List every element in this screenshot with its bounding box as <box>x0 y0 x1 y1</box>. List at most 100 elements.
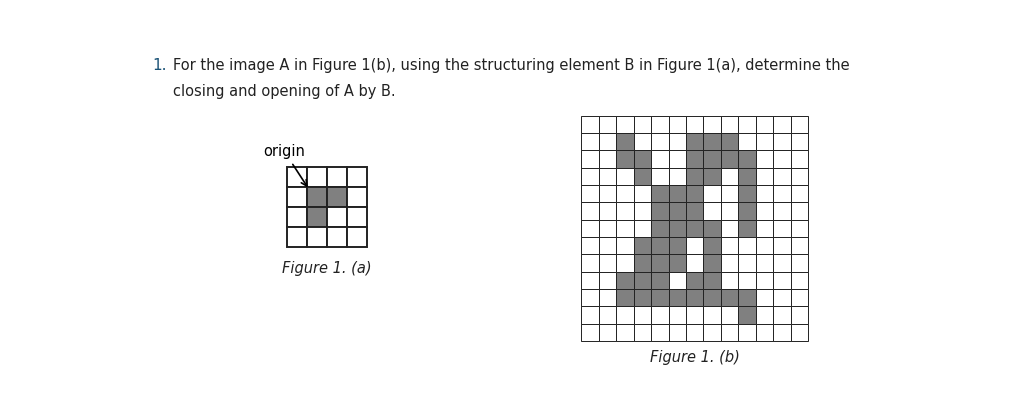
Bar <box>773 272 791 289</box>
Bar <box>791 324 808 341</box>
Bar <box>669 254 686 272</box>
Bar <box>582 306 599 324</box>
Bar <box>721 254 738 272</box>
Bar <box>703 151 721 168</box>
Bar <box>738 116 756 133</box>
Bar <box>773 133 791 151</box>
Bar <box>669 272 686 289</box>
Bar <box>669 289 686 306</box>
Bar <box>738 289 756 306</box>
Bar <box>616 168 634 185</box>
Bar <box>791 202 808 220</box>
Bar <box>599 289 616 306</box>
Bar <box>756 220 773 237</box>
Bar <box>703 289 721 306</box>
Bar <box>599 272 616 289</box>
Bar <box>703 168 721 185</box>
Bar <box>582 289 599 306</box>
Bar <box>328 167 347 187</box>
Bar <box>651 289 669 306</box>
Bar <box>738 237 756 254</box>
Bar <box>791 237 808 254</box>
Bar <box>703 185 721 202</box>
Bar <box>669 133 686 151</box>
Bar <box>791 168 808 185</box>
Bar <box>651 272 669 289</box>
Bar <box>773 220 791 237</box>
Bar <box>738 168 756 185</box>
Bar <box>773 168 791 185</box>
Bar <box>721 202 738 220</box>
Bar <box>599 237 616 254</box>
Bar <box>616 324 634 341</box>
Bar <box>599 324 616 341</box>
Bar <box>634 185 651 202</box>
Bar <box>634 116 651 133</box>
Bar <box>791 185 808 202</box>
Bar <box>616 289 634 306</box>
Text: closing and opening of A by B.: closing and opening of A by B. <box>173 84 395 99</box>
Bar <box>616 202 634 220</box>
Bar <box>738 220 756 237</box>
Bar <box>599 254 616 272</box>
Bar <box>756 289 773 306</box>
Bar <box>328 187 347 207</box>
Bar <box>616 272 634 289</box>
Bar <box>686 202 703 220</box>
Bar <box>773 151 791 168</box>
Bar <box>756 116 773 133</box>
Bar <box>686 220 703 237</box>
Bar <box>791 151 808 168</box>
Bar <box>307 167 328 187</box>
Bar <box>582 324 599 341</box>
Bar <box>721 237 738 254</box>
Bar <box>582 185 599 202</box>
Bar <box>756 133 773 151</box>
Bar <box>599 306 616 324</box>
Bar <box>756 254 773 272</box>
Bar <box>686 168 703 185</box>
Bar <box>686 254 703 272</box>
Bar <box>721 306 738 324</box>
Bar <box>634 254 651 272</box>
Bar <box>686 133 703 151</box>
Bar <box>773 237 791 254</box>
Bar <box>616 237 634 254</box>
Text: Figure 1. (b): Figure 1. (b) <box>650 350 739 365</box>
Bar <box>669 324 686 341</box>
Bar <box>791 306 808 324</box>
Bar <box>669 168 686 185</box>
Bar <box>669 237 686 254</box>
Bar <box>287 227 307 247</box>
Bar <box>347 207 368 227</box>
Bar <box>582 254 599 272</box>
Bar <box>669 116 686 133</box>
Bar <box>582 272 599 289</box>
Bar <box>721 324 738 341</box>
Bar <box>791 272 808 289</box>
Bar <box>599 220 616 237</box>
Bar <box>599 185 616 202</box>
Bar <box>634 220 651 237</box>
Bar <box>634 289 651 306</box>
Bar <box>756 168 773 185</box>
Bar <box>686 237 703 254</box>
Bar <box>651 254 669 272</box>
Bar <box>721 133 738 151</box>
Bar <box>756 185 773 202</box>
Bar <box>599 202 616 220</box>
Bar <box>634 237 651 254</box>
Bar <box>599 116 616 133</box>
Bar <box>669 151 686 168</box>
Bar <box>686 324 703 341</box>
Bar <box>703 237 721 254</box>
Bar <box>738 185 756 202</box>
Bar <box>791 220 808 237</box>
Bar <box>669 185 686 202</box>
Bar <box>582 237 599 254</box>
Bar <box>616 151 634 168</box>
Bar <box>756 237 773 254</box>
Bar <box>616 116 634 133</box>
Bar <box>582 133 599 151</box>
Bar <box>582 168 599 185</box>
